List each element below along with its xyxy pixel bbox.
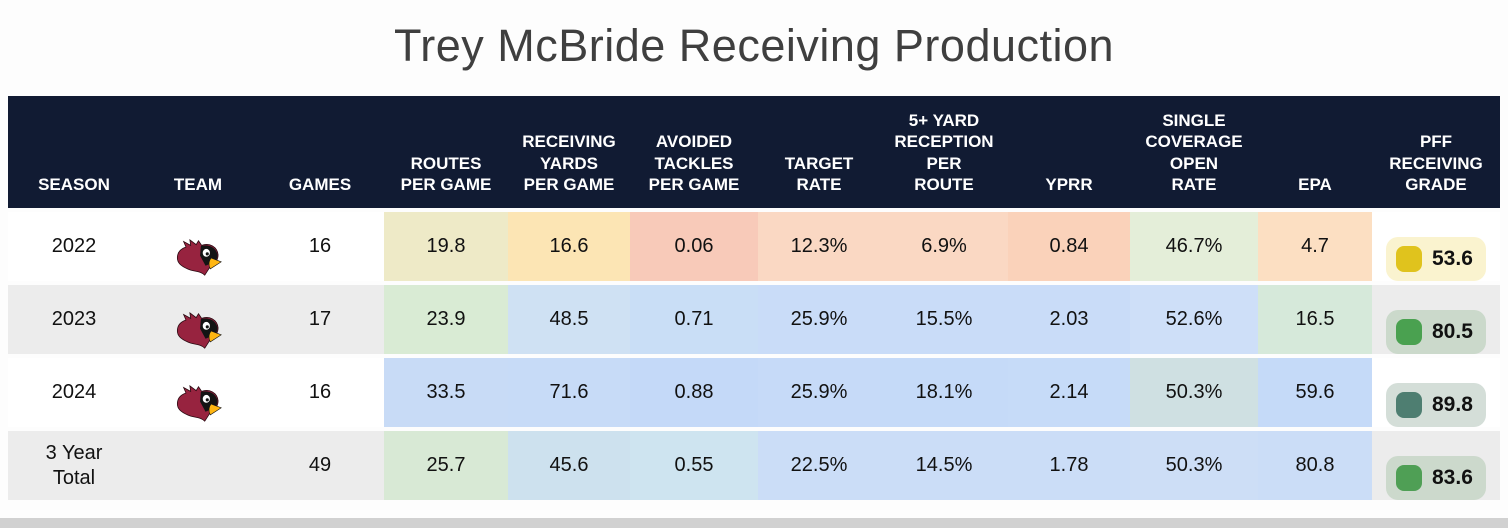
games-cell: 16 bbox=[256, 212, 384, 281]
col-header-epa: EPA bbox=[1298, 174, 1332, 194]
team-cell bbox=[140, 431, 256, 500]
stat-cell-rec-yards: 16.6 bbox=[508, 212, 630, 281]
stat-cell-routes: 23.9 bbox=[384, 285, 508, 354]
stat-cell-routes: 33.5 bbox=[384, 358, 508, 427]
stat-cell-rec-yards: 45.6 bbox=[508, 431, 630, 500]
grade-value: 89.8 bbox=[1432, 392, 1473, 416]
grade-value: 80.5 bbox=[1432, 319, 1473, 343]
stat-cell-routes: 25.7 bbox=[384, 431, 508, 500]
stat-cell-rec-yards: 48.5 bbox=[508, 285, 630, 354]
col-header-pff-receiving-grade: PFF RECEIVING GRADE bbox=[1389, 132, 1483, 194]
stat-cell-avoided-tackles: 0.88 bbox=[630, 358, 758, 427]
grade-pill: 83.6 bbox=[1386, 456, 1486, 500]
team-cell bbox=[140, 212, 256, 281]
stat-cell-avoided-tackles: 0.55 bbox=[630, 431, 758, 500]
cardinals-logo-icon bbox=[176, 384, 222, 422]
grade-color-swatch bbox=[1396, 465, 1422, 491]
stat-cell-rec-yards: 71.6 bbox=[508, 358, 630, 427]
stat-cell-yprr: 2.03 bbox=[1008, 285, 1130, 354]
col-header-target-rate: TARGET RATE bbox=[784, 153, 854, 194]
col-header-games: GAMES bbox=[288, 174, 352, 194]
stat-cell-target-rate: 12.3% bbox=[758, 212, 880, 281]
grade-pill: 89.8 bbox=[1386, 383, 1486, 427]
col-header-yprr: YPRR bbox=[1045, 174, 1093, 194]
horizontal-scrollbar[interactable] bbox=[0, 518, 1508, 528]
table-row-2022: 2022 16 19.8 16.6 0.06 12.3% 6.9% 0.84 4… bbox=[8, 212, 1500, 281]
grade-cell: 83.6 bbox=[1372, 431, 1500, 500]
col-header-single-coverage-open-rate: SINGLE COVERAGE OPEN RATE bbox=[1145, 111, 1243, 194]
grade-value: 53.6 bbox=[1432, 246, 1473, 270]
grade-cell: 53.6 bbox=[1372, 212, 1500, 281]
cardinals-logo-icon bbox=[176, 311, 222, 349]
grade-pill: 80.5 bbox=[1386, 310, 1486, 354]
stat-cell-epa: 16.5 bbox=[1258, 285, 1372, 354]
season-cell: 3 Year Total bbox=[8, 431, 140, 500]
stat-cell-routes: 19.8 bbox=[384, 212, 508, 281]
games-cell: 16 bbox=[256, 358, 384, 427]
stat-cell-single-coverage: 50.3% bbox=[1130, 358, 1258, 427]
stat-cell-avoided-tackles: 0.71 bbox=[630, 285, 758, 354]
grade-cell: 80.5 bbox=[1372, 285, 1500, 354]
team-cell bbox=[140, 285, 256, 354]
season-cell: 2022 bbox=[8, 212, 140, 281]
col-header-5plus-yard-reception-per-route: 5+ YARD RECEPTION PER ROUTE bbox=[894, 111, 994, 194]
receiving-production-table: SEASON TEAM GAMES ROUTES PER GAME RECEIV… bbox=[8, 92, 1500, 504]
stat-cell-single-coverage: 46.7% bbox=[1130, 212, 1258, 281]
col-header-team: TEAM bbox=[173, 174, 223, 194]
table-row-3-year-total: 3 Year Total 49 25.7 45.6 0.55 22.5% 14.… bbox=[8, 431, 1500, 500]
stat-cell-target-rate: 25.9% bbox=[758, 285, 880, 354]
stat-cell-epa: 4.7 bbox=[1258, 212, 1372, 281]
stat-cell-5yd-rec: 15.5% bbox=[880, 285, 1008, 354]
page-title: Trey McBride Receiving Production bbox=[393, 20, 1115, 71]
grade-color-swatch bbox=[1396, 319, 1422, 345]
col-header-routes-per-game: ROUTES PER GAME bbox=[400, 153, 492, 194]
table-header-row: SEASON TEAM GAMES ROUTES PER GAME RECEIV… bbox=[8, 96, 1500, 208]
grade-color-swatch bbox=[1396, 392, 1422, 418]
stat-cell-yprr: 2.14 bbox=[1008, 358, 1130, 427]
cardinals-logo-icon bbox=[176, 238, 222, 276]
stat-cell-yprr: 1.78 bbox=[1008, 431, 1130, 500]
stat-cell-target-rate: 25.9% bbox=[758, 358, 880, 427]
table-row-2023: 2023 17 23.9 48.5 0.71 25.9% 15.5% 2.03 … bbox=[8, 285, 1500, 354]
stat-cell-single-coverage: 52.6% bbox=[1130, 285, 1258, 354]
stat-cell-single-coverage: 50.3% bbox=[1130, 431, 1258, 500]
games-cell: 17 bbox=[256, 285, 384, 354]
games-cell: 49 bbox=[256, 431, 384, 500]
grade-color-swatch bbox=[1396, 246, 1422, 272]
col-header-season: SEASON bbox=[38, 174, 110, 194]
stat-cell-5yd-rec: 6.9% bbox=[880, 212, 1008, 281]
table-row-2024: 2024 16 33.5 71.6 0.88 25.9% 18.1% 2.14 … bbox=[8, 358, 1500, 427]
season-cell: 2023 bbox=[8, 285, 140, 354]
stat-cell-avoided-tackles: 0.06 bbox=[630, 212, 758, 281]
stat-cell-epa: 59.6 bbox=[1258, 358, 1372, 427]
stat-cell-yprr: 0.84 bbox=[1008, 212, 1130, 281]
stat-cell-5yd-rec: 18.1% bbox=[880, 358, 1008, 427]
stat-cell-epa: 80.8 bbox=[1258, 431, 1372, 500]
col-header-avoided-tackles-per-game: AVOIDED TACKLES PER GAME bbox=[648, 132, 740, 194]
stat-cell-target-rate: 22.5% bbox=[758, 431, 880, 500]
team-cell bbox=[140, 358, 256, 427]
stat-cell-5yd-rec: 14.5% bbox=[880, 431, 1008, 500]
season-cell: 2024 bbox=[8, 358, 140, 427]
grade-value: 83.6 bbox=[1432, 465, 1473, 489]
grade-pill: 53.6 bbox=[1386, 237, 1486, 281]
grade-cell: 89.8 bbox=[1372, 358, 1500, 427]
col-header-receiving-yards-per-game: RECEIVING YARDS PER GAME bbox=[522, 132, 616, 194]
